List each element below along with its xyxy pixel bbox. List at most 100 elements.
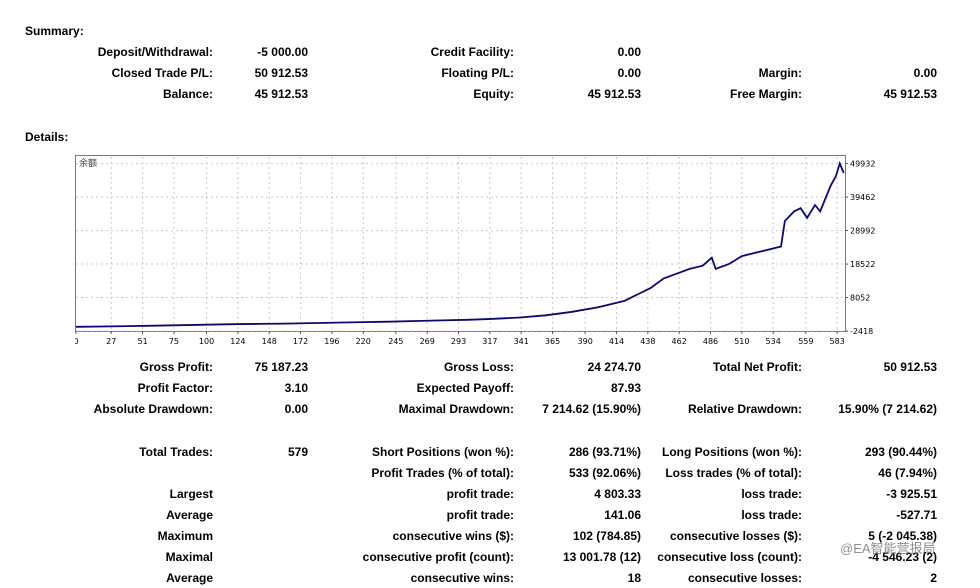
details-label: consecutive losses ($): [669,529,802,543]
summary-value: -5 000.00 [257,45,308,59]
details-title: Details: [25,130,69,144]
x-tick-label: 293 [451,337,466,346]
summary-value: 45 912.53 [587,87,641,101]
details-label: Relative Drawdown: [687,402,802,416]
details-value: -4 546.23 (2) [868,550,937,564]
details-value: 0.00 [284,402,308,416]
summary-label: Equity: [473,87,514,101]
y-tick-label: -2418 [850,327,873,336]
details-value: 24 274.70 [587,360,641,374]
summary-value: 50 912.53 [254,66,308,80]
details-label: Maximal Drawdown: [398,402,514,416]
details-value: 2 [930,571,937,585]
details-value: 5 (-2 045.38) [868,529,937,543]
x-tick-label: 583 [830,337,845,346]
details-value: 46 (7.94%) [878,466,937,480]
summary-value: 45 912.53 [883,87,937,101]
details-label: consecutive loss (count): [657,550,802,564]
details-label: Loss trades (% of total): [665,466,802,480]
x-tick-label: 75 [169,337,179,346]
details-label: Gross Loss: [443,360,514,374]
details-label: Total Net Profit: [712,360,802,374]
y-tick-label: 49932 [850,160,875,169]
details-label: Long Positions (won %): [662,445,802,459]
details-value: 4 803.33 [594,487,641,501]
y-tick-label: 28992 [850,227,875,236]
x-tick-label: 51 [137,337,147,346]
x-tick-label: 0 [75,337,79,346]
details-value: 15.90% (7 214.62) [838,402,937,416]
details-label: consecutive wins ($): [392,529,514,543]
details-value: 293 (90.44%) [864,445,937,459]
details-value: 286 (93.71%) [568,445,641,459]
details-value: 533 (92.06%) [568,466,641,480]
x-tick-label: 148 [262,337,277,346]
x-tick-label: 510 [734,337,749,346]
details-label: consecutive losses: [687,571,802,585]
y-tick-label: 18522 [850,260,875,269]
series-line [75,160,845,328]
y-tick-label: 39462 [850,193,875,202]
summary-label: Credit Facility: [430,45,514,59]
details-label: Profit Factor: [137,381,213,395]
x-tick-label: 269 [420,337,435,346]
x-tick-label: 414 [609,337,624,346]
x-tick-label: 534 [766,337,781,346]
summary-value: 0.00 [913,66,937,80]
details-value: 13 001.78 (12) [562,550,641,564]
x-tick-label: 462 [672,337,687,346]
details-label: consecutive profit (count): [362,550,514,564]
details-label: Short Positions (won %): [372,445,514,459]
balance-chart: 余额 0 27 51 75 100 124 148 172 196 220 245 269 293 317 3… [75,155,875,346]
details-label: Expected Payoff: [416,381,514,395]
x-tick-label: 196 [324,337,339,346]
summary-label: Closed Trade P/L: [111,66,213,80]
x-tick-label: 486 [703,337,718,346]
details-value: 102 (784.85) [572,529,641,543]
details-value: 87.93 [610,381,641,395]
x-tick-label: 100 [199,337,214,346]
summary-title: Summary: [25,24,84,38]
details-value: 579 [287,445,308,459]
summary-label: Deposit/Withdrawal: [97,45,213,59]
details-label: Gross Profit: [139,360,213,374]
summary-label: Balance: [162,87,213,101]
details-label: loss trade: [741,508,802,522]
details-value: 50 912.53 [883,360,937,374]
x-tick-label: 390 [578,337,593,346]
summary-label: Free Margin: [729,87,802,101]
legend-label: 余额 [79,157,97,169]
details-value: 7 214.62 (15.90%) [542,402,641,416]
summary-label: Margin: [758,66,802,80]
summary-label: Floating P/L: [441,66,514,80]
x-tick-label: 27 [106,337,116,346]
watermark-logo: @EA智能营报局 [840,538,980,562]
details-value: 18 [627,571,641,585]
details-label: Total Trades: [139,445,213,459]
details-value: 75 187.23 [254,360,308,374]
details-label: loss trade: [741,487,802,501]
x-tick-label: 172 [293,337,308,346]
plot-area [75,155,846,332]
x-tick-label: 365 [545,337,560,346]
details-label: profit trade: [446,487,514,501]
details-label: profit trade: [446,508,514,522]
details-label: Average [166,571,213,585]
details-value: 141.06 [604,508,641,522]
details-label: Maximum [157,529,213,543]
details-label: consecutive wins: [410,571,514,585]
x-tick-label: 438 [640,337,655,346]
details-label: Absolute Drawdown: [93,402,213,416]
details-label: Maximal [165,550,213,564]
y-tick-label: 8052 [850,294,870,303]
x-tick-label: 341 [514,337,529,346]
watermark-text: @EA智能营报局 [840,541,936,556]
details-value: 3.10 [284,381,308,395]
details-label: Average [166,508,213,522]
details-label: Profit Trades (% of total): [371,466,514,480]
x-tick-label: 245 [388,337,403,346]
x-tick-label: 317 [482,337,497,346]
details-value: -527.71 [896,508,937,522]
summary-value: 0.00 [617,45,641,59]
details-value: -3 925.51 [886,487,937,501]
